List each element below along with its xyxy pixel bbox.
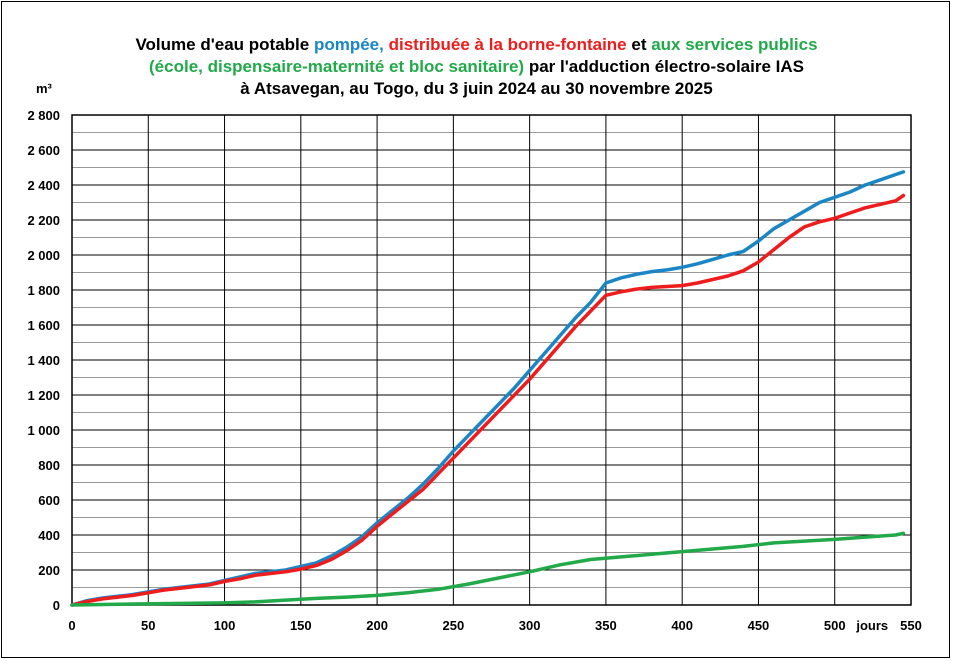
series-line-1 — [70, 170, 906, 607]
y-tick-label: 1 000 — [27, 423, 60, 438]
title-location-dates: à Atsavegan, au Togo, du 3 juin 2024 au … — [240, 79, 713, 98]
x-tick-label: 350 — [595, 618, 617, 633]
x-tick-label: 150 — [290, 618, 312, 633]
y-tick-label: 600 — [38, 493, 60, 508]
chart-title-line-3: à Atsavegan, au Togo, du 3 juin 2024 au … — [0, 78, 953, 100]
x-tick-label: 400 — [671, 618, 693, 633]
y-tick-label: 1 200 — [27, 388, 60, 403]
title-public-services: aux services publics — [651, 35, 818, 54]
title-public-details: (école, dispensaire-maternité et bloc sa… — [149, 57, 525, 76]
y-tick-label: 2 000 — [27, 248, 60, 263]
plot-border — [71, 114, 912, 606]
chart-title-line-1: Volume d'eau potable pompée, distribuée … — [0, 34, 953, 56]
y-tick-label: 1 800 — [27, 283, 60, 298]
title-prefix: Volume d'eau potable — [135, 35, 314, 54]
chart-title-line-2: (école, dispensaire-maternité et bloc sa… — [0, 56, 953, 78]
y-tick-label: 200 — [38, 563, 60, 578]
x-axis-label: jours — [855, 618, 888, 633]
x-tick-label: 550 — [900, 618, 922, 633]
x-tick-label: 250 — [443, 618, 465, 633]
y-tick-label: 800 — [38, 458, 60, 473]
series-line-3 — [70, 531, 906, 607]
title-distributed: distribuée à la borne-fontaine — [388, 35, 627, 54]
y-tick-label: 1 400 — [27, 353, 60, 368]
x-tick-label: 300 — [519, 618, 541, 633]
y-tick-label: 400 — [38, 528, 60, 543]
title-pumped: pompée, — [313, 35, 384, 54]
y-tick-label: 0 — [53, 598, 60, 613]
series-line-2 — [70, 193, 906, 607]
x-tick-label: 200 — [366, 618, 388, 633]
title-suffix: par l'adduction électro-solaire IAS — [524, 57, 804, 76]
y-tick-label: 2 400 — [27, 178, 60, 193]
x-tick-label: 100 — [214, 618, 236, 633]
y-tick-label: 2 600 — [27, 143, 60, 158]
y-axis-label: m³ — [36, 81, 53, 96]
y-tick-label: 1 600 — [27, 318, 60, 333]
y-tick-label: 2 800 — [27, 108, 60, 123]
y-tick-label: 2 200 — [27, 213, 60, 228]
title-and: et — [626, 35, 652, 54]
x-tick-label: 450 — [748, 618, 770, 633]
x-tick-label: 0 — [68, 618, 75, 633]
x-tick-label: 50 — [141, 618, 155, 633]
x-tick-label: 500 — [824, 618, 846, 633]
